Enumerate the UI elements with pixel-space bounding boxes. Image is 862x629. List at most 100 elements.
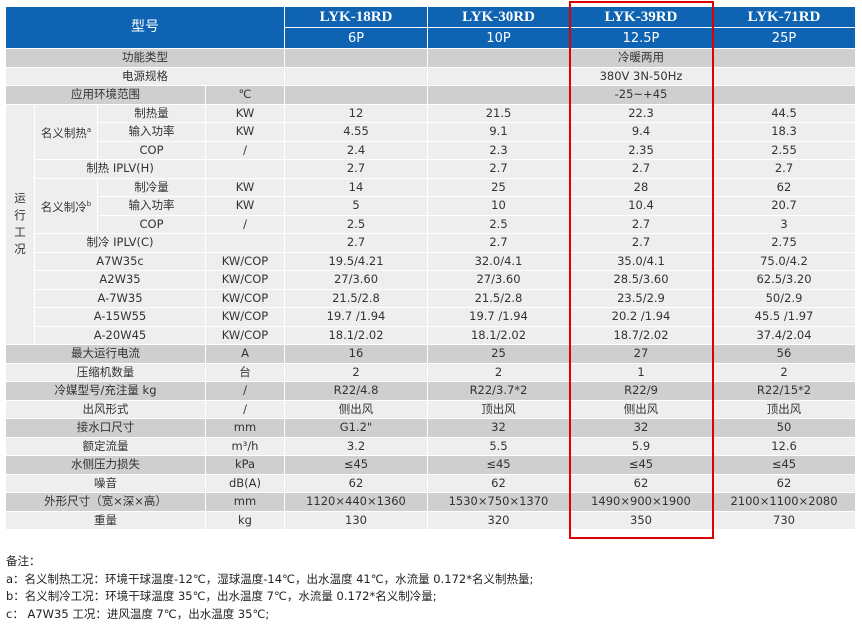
unit-cell: / bbox=[206, 141, 285, 160]
value-cell: 1 bbox=[570, 363, 713, 382]
value-cell: 730 bbox=[713, 511, 856, 530]
value-cell bbox=[713, 49, 856, 68]
value-cell: 62.5/3.20 bbox=[713, 271, 856, 290]
value-cell: 9.4 bbox=[570, 123, 713, 142]
value-cell: 14 bbox=[285, 178, 428, 197]
table-row: 制热 IPLV(H) 2.7 2.7 2.7 2.7 bbox=[6, 160, 856, 179]
value-cell bbox=[428, 86, 570, 105]
value-cell: 顶出风 bbox=[713, 400, 856, 419]
value-cell: 18.1/2.02 bbox=[285, 326, 428, 345]
table-row: 压缩机数量台 2 2 1 2 bbox=[6, 363, 856, 382]
value-cell: 12.6 bbox=[713, 437, 856, 456]
value-cell: 62 bbox=[570, 474, 713, 493]
unit-cell: kg bbox=[206, 511, 285, 530]
note-b: b：名义制冷工况：环境干球温度 35℃，出水温度 7℃，水流量 0.172*名义… bbox=[6, 589, 437, 603]
value-cell: 21.5/2.8 bbox=[428, 289, 570, 308]
value-cell: 32.0/4.1 bbox=[428, 252, 570, 271]
value-cell: 130 bbox=[285, 511, 428, 530]
table-row: 重量 kg 130 320 350 730 bbox=[6, 511, 856, 530]
value-cell: 3 bbox=[713, 215, 856, 234]
unit-cell: mm bbox=[206, 493, 285, 512]
row-label: 外形尺寸（宽×深×高） bbox=[6, 493, 206, 512]
group-label-text: 名义制冷 bbox=[40, 199, 87, 214]
row-label: 噪音 bbox=[6, 474, 206, 493]
value-cell: 18.1/2.02 bbox=[428, 326, 570, 345]
value-cell: 62 bbox=[713, 474, 856, 493]
table-row: 冷媒型号/充注量 kg / R22/4.8 R22/3.7*2 R22/9 R22/15*… bbox=[6, 382, 856, 401]
row-label: A2W35 bbox=[35, 271, 206, 290]
value-cell: 2.55 bbox=[713, 141, 856, 160]
notes: 备注： a：名义制热工况：环境干球温度-12℃，湿球温度-14℃，出水温度 41… bbox=[6, 553, 533, 623]
spec-table: 型号 LYK-18RD LYK-30RD LYK-39RD LYK-71RD 6P 10P 1… bbox=[6, 7, 856, 530]
value-cell: 350 bbox=[570, 511, 713, 530]
value-cell: 5 bbox=[285, 197, 428, 216]
value-cell: 320 bbox=[428, 511, 570, 530]
heating-group-label: 名义制热a bbox=[35, 104, 98, 160]
unit-cell: / bbox=[206, 382, 285, 401]
unit-cell: / bbox=[206, 400, 285, 419]
value-cell: 2.3 bbox=[428, 141, 570, 160]
value-cell: 5.9 bbox=[570, 437, 713, 456]
row-label: A-7W35 bbox=[35, 289, 206, 308]
unit-cell: KW/COP bbox=[206, 326, 285, 345]
row-label: 输入功率 bbox=[98, 197, 206, 216]
value-cell: 25 bbox=[428, 345, 570, 364]
value-cell: 27/3.60 bbox=[428, 271, 570, 290]
value-cell: R22/3.7*2 bbox=[428, 382, 570, 401]
row-label: 额定流量 bbox=[6, 437, 206, 456]
unit-cell: KW bbox=[206, 104, 285, 123]
table-row: 运行工况 名义制热a 制热量 KW 12 21.5 22.3 44.5 bbox=[6, 104, 856, 345]
value-cell: 3.2 bbox=[285, 437, 428, 456]
value-cell: 2.7 bbox=[713, 160, 856, 179]
value-cell: 21.5/2.8 bbox=[285, 289, 428, 308]
footnote-marker: a bbox=[86, 125, 92, 134]
unit-cell: mm bbox=[206, 419, 285, 438]
value-cell bbox=[713, 67, 856, 86]
table-row: 水侧压力损失 kPa ≤45 ≤45 ≤45 ≤45 bbox=[6, 456, 856, 475]
value-cell bbox=[285, 49, 428, 68]
value-cell: -25~+45 bbox=[570, 86, 713, 105]
table-row: 输入功率 KW 4.55 9.1 9.4 18.3 bbox=[6, 123, 856, 142]
value-cell: 2.7 bbox=[428, 234, 570, 253]
table-row: 名义制冷b 制冷量 KW 14 25 28 62 bbox=[6, 178, 856, 234]
value-cell bbox=[285, 67, 428, 86]
value-cell: 27 bbox=[570, 345, 713, 364]
value-cell: 28.5/3.60 bbox=[570, 271, 713, 290]
value-cell: 2.7 bbox=[285, 234, 428, 253]
group-label-text: 名义制热 bbox=[40, 125, 87, 140]
row-label: 功能类型 bbox=[6, 49, 285, 68]
value-cell bbox=[713, 86, 856, 105]
notes-title: 备注： bbox=[6, 554, 41, 568]
model-hp: 12.5P bbox=[570, 28, 713, 49]
table-row: 制冷 IPLV(C) 2.7 2.7 2.7 2.75 bbox=[6, 234, 856, 253]
value-cell: 16 bbox=[285, 345, 428, 364]
table-row: A-7W35 KW/COP 21.5/2.8 21.5/2.8 23.5/2.9 50/2… bbox=[6, 289, 856, 308]
value-cell: 2.7 bbox=[428, 160, 570, 179]
value-cell: ≤45 bbox=[428, 456, 570, 475]
unit-cell: KW bbox=[206, 123, 285, 142]
value-cell: R22/15*2 bbox=[713, 382, 856, 401]
model-header: 型号 bbox=[6, 7, 285, 49]
table-row: 外形尺寸（宽×深×高） mm 1120×440×1360 1530×750×1370 1… bbox=[6, 493, 856, 512]
table-row: 应用环境范围 ℃ -25~+45 bbox=[6, 86, 856, 105]
value-cell: 18.7/2.02 bbox=[570, 326, 713, 345]
table-row: COP/2.4 2.3 2.35 2.55 bbox=[6, 141, 856, 160]
row-label: A-15W55 bbox=[35, 308, 206, 327]
unit-cell: dB(A) bbox=[206, 474, 285, 493]
model-hp: 10P bbox=[428, 28, 570, 49]
table-row: 噪音 dB(A) 62 62 62 62 bbox=[6, 474, 856, 493]
unit-cell: 台 bbox=[206, 363, 285, 382]
value-cell: 2.75 bbox=[713, 234, 856, 253]
table-row: A2W35 KW/COP 27/3.60 27/3.60 28.5/3.60 62.5/3… bbox=[6, 271, 856, 290]
value-cell: 2100×1100×2080 bbox=[713, 493, 856, 512]
value-cell: 19.7 /1.94 bbox=[285, 308, 428, 327]
row-label: COP bbox=[98, 215, 206, 234]
value-cell: 冷暖两用 bbox=[570, 49, 713, 68]
value-cell: 62 bbox=[428, 474, 570, 493]
model-name: LYK-18RD bbox=[285, 7, 428, 28]
unit-cell: ℃ bbox=[206, 86, 285, 105]
note-c: c： A7W35 工况：进风温度 7℃，出水温度 35℃; bbox=[6, 606, 270, 621]
value-cell: 22.3 bbox=[570, 104, 713, 123]
row-label: 制热量 bbox=[98, 104, 206, 123]
model-name: LYK-30RD bbox=[428, 7, 570, 28]
